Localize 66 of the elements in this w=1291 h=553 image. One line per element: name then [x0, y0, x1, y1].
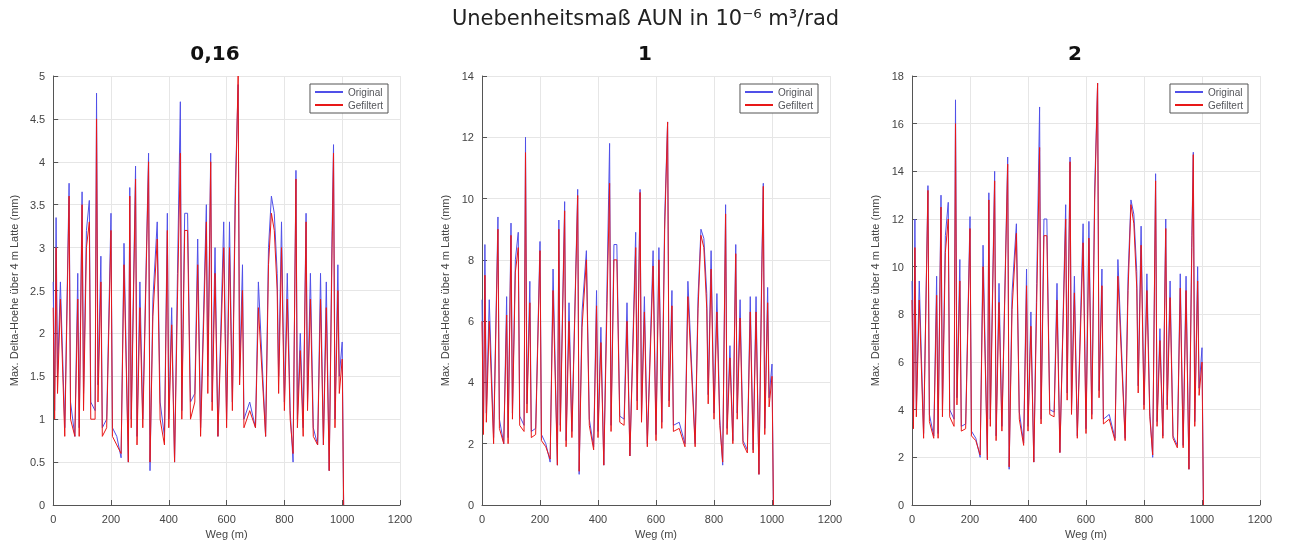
y-tick-label: 14 — [461, 70, 474, 82]
y-tick-label: 4 — [897, 403, 904, 416]
x-tick-label: 600 — [217, 512, 236, 525]
legend-label: Gefiltert — [777, 99, 814, 111]
x-tick-label: 400 — [159, 512, 178, 525]
legend-label: Original — [347, 86, 383, 98]
x-tick-label: 0 — [478, 512, 486, 525]
legend-label: Gefiltert — [1207, 99, 1244, 111]
x-tick-label: 200 — [960, 512, 980, 525]
y-tick-label: 16 — [891, 117, 904, 130]
y-tick-label: 12 — [891, 213, 904, 225]
y-tick-label: 4 — [39, 155, 46, 168]
y-tick-label: 0 — [467, 499, 474, 511]
y-tick-label: 0 — [897, 499, 904, 511]
y-tick-label: 18 — [891, 70, 904, 82]
y-axis-title: Max. Delta-Hoehe über 4 m Latte (mm) — [869, 194, 882, 387]
y-tick-label: 2 — [39, 327, 46, 340]
y-tick-label: 8 — [467, 253, 474, 266]
y-tick-label: 2 — [897, 451, 904, 464]
x-tick-label: 200 — [101, 512, 121, 525]
x-tick-label: 400 — [1018, 512, 1038, 525]
x-tick-label: 800 — [275, 512, 294, 525]
y-tick-label: 4.5 — [29, 112, 46, 125]
x-tick-label: 800 — [704, 512, 724, 525]
x-tick-label: 1000 — [329, 512, 355, 525]
legend-label: Original — [777, 86, 813, 98]
x-tick-label: 800 — [1134, 512, 1154, 525]
y-tick-label: 12 — [461, 131, 474, 144]
y-axis-title: Max. Delta-Hoehe über 4 m Latte (mm) — [7, 194, 20, 387]
legend-label: Gefiltert — [347, 99, 384, 111]
x-tick-label: 1000 — [1189, 512, 1215, 525]
chart-title: 2 — [1068, 41, 1082, 65]
x-axis-title: Weg (m) — [1065, 528, 1107, 541]
x-tick-label: 0 — [50, 512, 57, 525]
x-tick-label: 0 — [908, 512, 916, 525]
y-tick-label: 1 — [39, 413, 46, 426]
x-tick-label: 1200 — [387, 512, 413, 525]
x-tick-label: 600 — [1076, 512, 1096, 525]
text: Unebenheitsmaß AUN in 10⁻⁶ m³/rad — [450, 6, 841, 30]
y-tick-label: 10 — [891, 260, 904, 273]
y-tick-label: 1.5 — [29, 370, 46, 383]
y-tick-label: 5 — [39, 70, 46, 82]
x-tick-label: 1000 — [759, 512, 785, 525]
y-tick-label: 8 — [897, 308, 904, 321]
x-axis-title: Weg (m) — [205, 528, 248, 541]
x-axis-title: Weg (m) — [635, 528, 677, 541]
y-tick-label: 10 — [461, 192, 474, 205]
y-tick-label: 2.5 — [29, 284, 46, 297]
y-tick-label: 6 — [897, 356, 904, 368]
y-tick-label: 6 — [467, 315, 474, 328]
chart-title: 1 — [638, 41, 652, 65]
x-tick-label: 200 — [530, 512, 550, 525]
y-axis-title: Max. Delta-Hoehe über 4 m Latte (mm) — [439, 194, 452, 387]
chart-title: 0,16 — [190, 41, 240, 65]
x-tick-label: 600 — [646, 512, 666, 525]
y-tick-label: 4 — [467, 376, 474, 389]
y-tick-label: 3 — [39, 241, 46, 254]
y-tick-label: 2 — [467, 437, 474, 450]
y-tick-label: 14 — [891, 165, 904, 178]
y-tick-label: 3.5 — [29, 198, 46, 211]
x-tick-label: 400 — [588, 512, 608, 525]
y-tick-label: 0.5 — [29, 456, 46, 469]
legend-label: Original — [1207, 86, 1243, 98]
y-tick-label: 0 — [39, 499, 46, 511]
x-tick-label: 1200 — [1247, 512, 1273, 525]
x-tick-label: 1200 — [817, 512, 843, 525]
